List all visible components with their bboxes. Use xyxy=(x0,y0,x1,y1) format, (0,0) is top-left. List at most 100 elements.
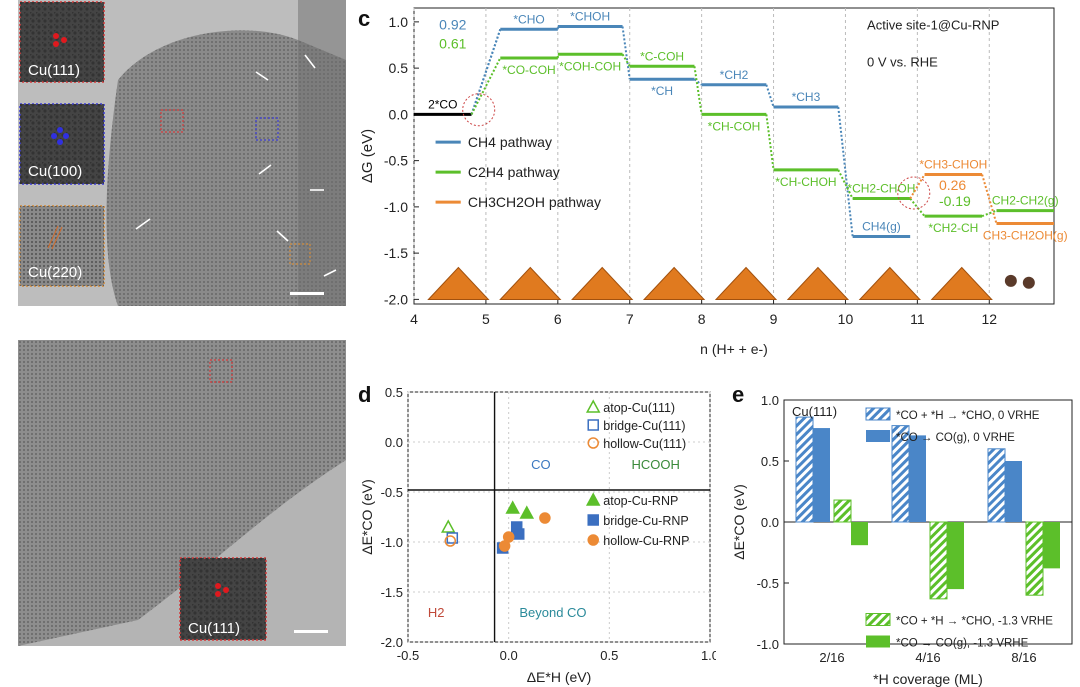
panel-c-label: c xyxy=(358,6,371,31)
chart-d-ytick-label: -1.0 xyxy=(381,535,403,550)
chart-e-bar xyxy=(929,521,948,600)
chart-d-ytick-label: -2.0 xyxy=(381,635,403,650)
chart-e-ytick-label: 0.0 xyxy=(761,515,779,530)
chart-d-legend-marker xyxy=(587,514,599,526)
chart-c-ytick-label: -2.0 xyxy=(384,291,408,307)
chart-c-highlight-circle xyxy=(897,176,931,210)
chart-c-connector xyxy=(981,174,998,224)
chart-e-inset-text: Cu(111) xyxy=(792,404,837,419)
chart-c-cu-cluster xyxy=(786,266,850,300)
chart-c-xtick-label: 9 xyxy=(770,311,778,327)
chart-c-annotation: -0.19 xyxy=(939,193,971,209)
chart-e: 1.0 0.5 0.0 -0.5 -1.0 2/16 4/16 8/16 *H coverage… xyxy=(731,393,1073,687)
chart-e-ytick-label: -1.0 xyxy=(757,637,779,652)
chart-c-level-label: *CH3 xyxy=(792,90,821,104)
chart-d-legend-label: bridge-Cu-RNP xyxy=(603,514,688,528)
chart-e-bar xyxy=(909,435,926,522)
chart-c-ytick-label: 0.0 xyxy=(389,106,409,122)
chart-e-ylabel: ΔE*CO (eV) xyxy=(731,484,747,559)
chart-c-legend-label: C2H4 pathway xyxy=(468,164,560,180)
chart-d-region-label: CO xyxy=(531,457,551,472)
chart-e-legend-swatch xyxy=(865,407,891,421)
chart-c-connector xyxy=(470,57,502,115)
chart-d-xtick-label: -0.5 xyxy=(397,648,419,663)
chart-c-xtick-label: 8 xyxy=(698,311,706,327)
chart-e-legend-label: *CO → CO(g), 0 VRHE xyxy=(896,432,1015,444)
chart-e-legend-label: *CO + *H → *CHO, -1.3 VRHE xyxy=(896,616,1053,628)
panel-e-label: e xyxy=(732,382,745,407)
chart-d-point xyxy=(519,505,535,519)
chart-d-ytick-label: -1.5 xyxy=(381,585,403,600)
chart-c-molecule-atom xyxy=(1004,274,1017,287)
panel-b-tem xyxy=(18,340,346,646)
chart-c-annotation: 0.26 xyxy=(939,177,966,193)
chart-e-ytick-label: 1.0 xyxy=(761,393,779,408)
chart-d-region-label: H2 xyxy=(428,605,445,620)
chart-c-xtick-label: 7 xyxy=(626,311,634,327)
chart-c-connector xyxy=(837,169,854,199)
inset-label-cu220: Cu(220) xyxy=(28,264,83,281)
chart-c-legend-label: CH4 pathway xyxy=(468,134,552,150)
chart-c-cu-cluster xyxy=(858,266,921,300)
chart-d-ytick-label: 0.0 xyxy=(385,435,403,450)
chart-c-level-label: *CH-CHOH xyxy=(775,175,836,189)
chart-c-level-label: *CH-COH xyxy=(708,119,761,133)
chart-d-region-label: HCOOH xyxy=(631,457,679,472)
chart-c-xtick-label: 12 xyxy=(981,311,997,327)
chart-c-ytick-label: -1.0 xyxy=(384,199,408,215)
chart-c-cu-cluster xyxy=(499,266,562,300)
chart-c-level-label: CH2-CH2(g) xyxy=(992,194,1059,208)
chart-c-xtick-label: 11 xyxy=(910,311,925,327)
chart-d-point xyxy=(505,500,520,514)
chart-e-bar xyxy=(1005,461,1022,522)
chart-c-annotation: 0.61 xyxy=(439,36,466,52)
chart-c-legend-label: CH3CH2OH pathway xyxy=(468,194,601,210)
chart-c-connector xyxy=(621,26,631,80)
chart-c-xtick-label: 5 xyxy=(482,311,490,327)
chart-d-legend-marker xyxy=(587,534,599,546)
chart-d-xtick-label: 1.0 xyxy=(701,648,716,663)
chart-c-connector xyxy=(470,28,502,115)
panel-a-image: a Cu(111) Cu(100) Cu(220) xyxy=(18,0,346,306)
chart-d-region-label: Beyond CO xyxy=(519,605,586,620)
chart-e-legend-swatch xyxy=(866,430,890,442)
chart-c-level-label: *CH2-CHOH xyxy=(847,182,915,196)
chart-c-level-label: *CHO xyxy=(513,12,544,26)
inset-label-cu100: Cu(100) xyxy=(28,163,83,180)
chart-c-connector xyxy=(693,66,703,115)
panel-d-label: d xyxy=(358,382,372,407)
chart-d-ytick-label: 0.5 xyxy=(385,385,403,400)
chart-c-cu-cluster xyxy=(642,266,706,300)
chart-c-connector xyxy=(765,114,775,171)
chart-c-xtick-label: 4 xyxy=(410,311,418,327)
chart-c-xtick-label: 6 xyxy=(554,311,562,327)
chart-c-cu-cluster xyxy=(427,266,490,300)
chart-e-bar xyxy=(947,522,964,590)
chart-d-xlabel: ΔE*H (eV) xyxy=(527,669,592,685)
chart-c-connector xyxy=(837,106,854,237)
chart-e-xtick-label: 2/16 xyxy=(819,650,844,665)
chart-e-legend-swatch xyxy=(866,635,890,648)
chart-c-frame xyxy=(413,7,1055,305)
chart-c-level-label: *C-COH xyxy=(640,49,684,63)
chart-c-connector xyxy=(765,84,775,108)
chart-e-legend-label: *CO → CO(g), -1.3 VRHE xyxy=(896,638,1029,650)
chart-c-cu-cluster xyxy=(714,266,778,300)
chart-e-xlabel: *H coverage (ML) xyxy=(873,671,983,687)
chart-c-connector xyxy=(981,209,997,218)
chart-c-xtick-label: 10 xyxy=(838,311,854,327)
chart-d-xtick-label: 0.0 xyxy=(500,648,518,663)
chart-d-point xyxy=(446,532,459,544)
chart-d-legend-marker xyxy=(587,437,599,449)
chart-d-legend-label: atop-Cu-RNP xyxy=(603,494,678,508)
chart-c-molecule-atom xyxy=(1022,276,1035,289)
chart-c-level-label: *COH-COH xyxy=(559,59,621,73)
chart-e-bar xyxy=(1025,521,1044,596)
chart-d-ylabel: ΔE*CO (eV) xyxy=(359,479,375,554)
chart-d-legend-marker xyxy=(587,419,599,431)
chart-e-legend-swatch xyxy=(865,613,891,626)
chart-d-point xyxy=(441,519,456,533)
chart-e-ytick-label: -0.5 xyxy=(757,576,779,591)
chart-d-ytick-label: -0.5 xyxy=(381,485,403,500)
chart-e-bar xyxy=(795,416,814,523)
